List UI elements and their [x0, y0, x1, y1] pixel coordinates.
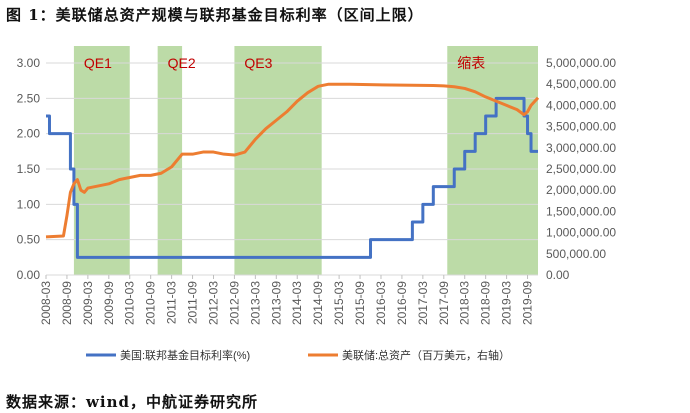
- legend: 美国:联邦基金目标利率(%) 美联储:总资产（百万美元，右轴）: [86, 348, 510, 362]
- y-left-tick-6: 3.00: [17, 56, 41, 70]
- legend-label-0: 美国:联邦基金目标利率(%): [120, 348, 250, 362]
- y-right-tick-2: 1,000,000.00: [546, 226, 616, 240]
- y-right-tick-5: 2,500,000.00: [546, 162, 616, 176]
- x-tick-7: 2011-09: [186, 281, 200, 324]
- x-tick-22: 2019-03: [500, 281, 514, 325]
- x-tick-0: 2008-03: [39, 281, 53, 325]
- y-right-tick-8: 4,000,000.00: [546, 98, 616, 112]
- y-axis-left: 0.00 0.50 1.00 1.50 2.00 2.50 3.00: [17, 56, 41, 282]
- x-tick-4: 2010-03: [123, 281, 137, 325]
- y-left-tick-2: 1.00: [17, 197, 41, 211]
- y-right-tick-9: 4,500,000.00: [546, 77, 616, 91]
- x-tick-11: 2013-09: [269, 281, 283, 325]
- x-tick-14: 2015-03: [332, 281, 346, 325]
- x-axis: 2008-03 2008-09 2009-03 2009-09 2010-03 2010-…: [39, 275, 535, 325]
- band-0: [73, 46, 130, 275]
- y-right-tick-10: 5,000,000.00: [546, 56, 616, 70]
- x-tick-5: 2010-09: [144, 281, 158, 325]
- x-tick-10: 2013-03: [248, 281, 262, 325]
- x-tick-21: 2018-09: [479, 281, 493, 325]
- x-tick-13: 2014-09: [311, 281, 325, 325]
- y-left-tick-5: 2.50: [17, 91, 41, 105]
- figure-title: 图 1：美联储总资产规模与联邦基金目标利率（区间上限）: [6, 6, 424, 24]
- band-label-2: QE3: [244, 55, 272, 71]
- source-note: 数据来源：wind，中航证券研究所: [6, 393, 259, 411]
- x-tick-8: 2012-03: [206, 281, 220, 325]
- x-tick-18: 2017-03: [416, 281, 430, 325]
- x-tick-15: 2015-09: [353, 281, 367, 325]
- band-3: [447, 46, 538, 275]
- y-right-tick-7: 3,500,000.00: [546, 120, 616, 134]
- x-tick-17: 2016-09: [395, 281, 409, 325]
- band-label-layer: QE1 QE2 QE3 缩表: [84, 55, 485, 71]
- legend-label-1: 美联储:总资产（百万美元，右轴）: [342, 348, 510, 362]
- x-tick-23: 2019-09: [521, 281, 535, 325]
- x-tick-9: 2012-09: [227, 281, 241, 325]
- band-2: [234, 46, 322, 275]
- series-layer: [45, 82, 540, 259]
- x-tick-6: 2011-03: [165, 281, 179, 324]
- y-right-tick-0: 0.00: [546, 268, 570, 282]
- x-tick-16: 2016-03: [374, 281, 388, 325]
- y-left-tick-0: 0.00: [17, 268, 41, 282]
- y-left-tick-1: 0.50: [17, 233, 41, 247]
- x-tick-3: 2009-09: [102, 281, 116, 325]
- y-left-tick-4: 2.00: [17, 127, 41, 141]
- x-tick-20: 2018-03: [458, 281, 472, 325]
- series-line-1: [45, 82, 540, 239]
- band-label-1: QE2: [168, 55, 196, 71]
- y-right-tick-3: 1,500,000.00: [546, 204, 616, 218]
- x-tick-12: 2014-03: [290, 281, 304, 325]
- x-tick-19: 2017-09: [437, 281, 451, 325]
- y-right-tick-1: 500,000.00: [546, 247, 606, 261]
- y-left-tick-3: 1.50: [17, 162, 41, 176]
- y-axis-right: 0.00 500,000.00 1,000,000.00 1,500,000.00 2,…: [546, 56, 616, 282]
- x-tick-1: 2008-09: [60, 281, 74, 325]
- x-tick-2: 2009-03: [81, 281, 95, 325]
- band-layer: [73, 46, 538, 275]
- y-right-tick-4: 2,000,000.00: [546, 183, 616, 197]
- band-label-0: QE1: [84, 55, 112, 71]
- chart: 0.00 0.50 1.00 1.50 2.00 2.50 3.00 0.00 500,000…: [17, 46, 616, 362]
- y-right-tick-6: 3,000,000.00: [546, 141, 616, 155]
- band-label-3: 缩表: [457, 55, 485, 71]
